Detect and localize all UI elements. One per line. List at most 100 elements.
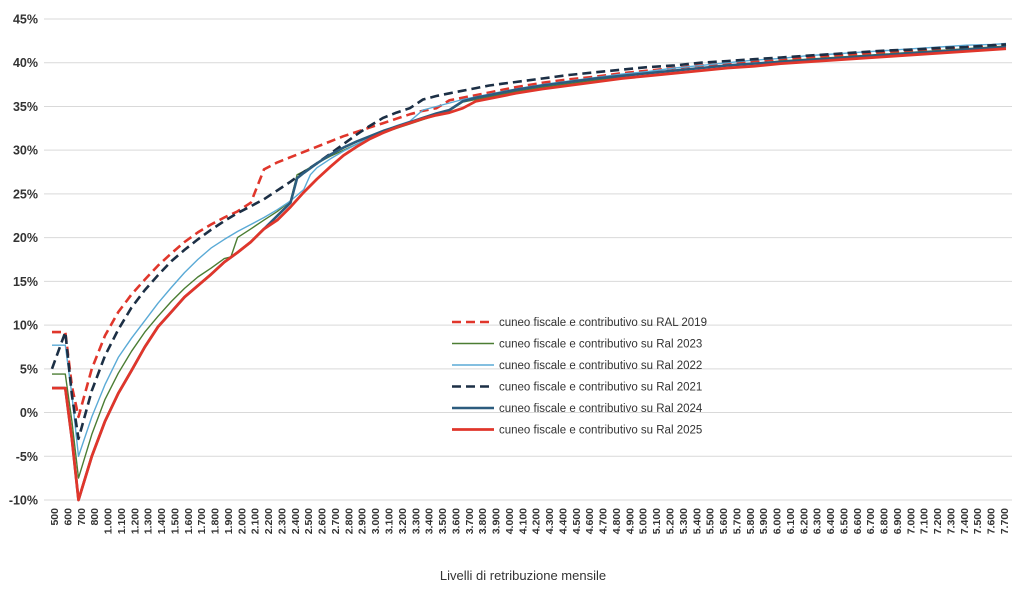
y-axis-ticks: -10% -5% 0% 5% 10% 15% 20% 25% 30% 35% 40% 45% [9, 13, 38, 508]
x-tick-label: 1.600 [183, 508, 195, 534]
x-tick-label: 3.900 [491, 508, 503, 534]
x-tick-label: 1.500 [169, 508, 181, 534]
x-tick-label: 3.200 [397, 508, 409, 534]
x-tick-label: 4.000 [504, 508, 516, 534]
y-tick-label: 5% [20, 362, 38, 376]
legend-label: cuneo fiscale e contributivo su Ral 2022 [499, 360, 702, 372]
x-tick-label: 2.100 [250, 508, 262, 534]
x-tick-label: 4.500 [571, 508, 583, 534]
x-tick-label: 700 [76, 508, 88, 526]
x-tick-label: 4.700 [598, 508, 610, 534]
x-tick-label: 4.100 [517, 508, 529, 534]
y-tick-label: 10% [13, 319, 38, 333]
x-tick-label: 4.300 [544, 508, 556, 534]
legend-label: cuneo fiscale e contributivo su Ral 2021 [499, 382, 702, 394]
y-tick-label: 30% [13, 144, 38, 158]
series-line-3 [52, 42, 1007, 457]
y-tick-label: 40% [13, 56, 38, 70]
x-tick-label: 2.400 [290, 508, 302, 534]
x-tick-label: 800 [89, 508, 101, 526]
gridlines [44, 18, 1012, 501]
x-tick-label: 4.900 [624, 508, 636, 534]
legend-label: cuneo fiscale e contributivo su RAL 2019 [499, 317, 707, 329]
y-tick-label: 15% [13, 275, 38, 289]
x-tick-label: 4.200 [531, 508, 543, 534]
x-tick-label: 6.100 [785, 508, 797, 534]
x-tick-label: 2.200 [263, 508, 275, 534]
x-tick-label: 7.500 [972, 508, 984, 534]
x-tick-label: 4.400 [557, 508, 569, 534]
x-tick-label: 3.100 [384, 508, 396, 534]
x-tick-label: 5.700 [731, 508, 743, 534]
x-tick-label: 5.500 [705, 508, 717, 534]
x-tick-label: 3.400 [424, 508, 436, 534]
x-tick-label: 6.500 [838, 508, 850, 534]
x-tick-label: 3.500 [437, 508, 449, 534]
x-tick-label: 500 [49, 508, 61, 526]
x-tick-label: 1.700 [196, 508, 208, 534]
x-tick-label: 2.600 [317, 508, 329, 534]
x-tick-label: 7.300 [945, 508, 957, 534]
x-axis-label: Livelli di retribuzione mensile [440, 568, 606, 583]
y-tick-label: 35% [13, 100, 38, 114]
x-tick-label: 6.900 [892, 508, 904, 534]
x-tick-label: 3.000 [370, 508, 382, 534]
x-tick-label: 7.600 [986, 508, 998, 534]
x-tick-label: 2.700 [330, 508, 342, 534]
x-tick-label: 2.500 [303, 508, 315, 534]
x-tick-label: 1.400 [156, 508, 168, 534]
y-tick-label: 20% [13, 231, 38, 245]
x-tick-label: 3.800 [477, 508, 489, 534]
x-tick-label: 6.400 [825, 508, 837, 534]
y-tick-label: -5% [16, 450, 38, 464]
x-tick-label: 4.800 [611, 508, 623, 534]
x-tick-label: 5.100 [651, 508, 663, 534]
x-tick-label: 2.000 [236, 508, 248, 534]
y-tick-label: 45% [13, 13, 38, 27]
x-tick-label: 1.300 [143, 508, 155, 534]
x-tick-label: 5.400 [691, 508, 703, 534]
series-line-4 [50, 43, 1007, 441]
legend: cuneo fiscale e contributivo su RAL 2019… [452, 317, 707, 437]
x-tick-label: 7.000 [905, 508, 917, 534]
x-tick-label: 2.800 [343, 508, 355, 534]
x-tick-label: 1.200 [129, 508, 141, 534]
x-tick-label: 6.200 [798, 508, 810, 534]
x-tick-label: 6.300 [812, 508, 824, 534]
legend-label: cuneo fiscale e contributivo su Ral 2023 [499, 339, 702, 351]
x-tick-label: 600 [62, 508, 74, 526]
x-tick-label: 3.600 [450, 508, 462, 534]
y-tick-label: -10% [9, 494, 38, 508]
y-tick-label: 0% [20, 406, 38, 420]
x-tick-label: 4.600 [584, 508, 596, 534]
x-axis-ticks: 500 600 700 800 1.000 1.100 1.200 1.300 1.400 1.5… [49, 508, 1011, 534]
x-tick-label: 2.900 [357, 508, 369, 534]
x-tick-label: 5.200 [664, 508, 676, 534]
x-tick-label: 7.400 [959, 508, 971, 534]
x-tick-label: 3.300 [410, 508, 422, 534]
x-tick-label: 6.600 [852, 508, 864, 534]
x-tick-label: 7.200 [932, 508, 944, 534]
x-tick-label: 7.700 [999, 508, 1011, 534]
x-tick-label: 6.800 [879, 508, 891, 534]
x-tick-label: 1.800 [210, 508, 222, 534]
x-tick-label: 5.000 [638, 508, 650, 534]
x-tick-label: 1.900 [223, 508, 235, 534]
x-tick-label: 1.100 [116, 508, 128, 534]
x-tick-label: 7.100 [919, 508, 931, 534]
x-tick-label: 6.000 [772, 508, 784, 534]
x-tick-label: 1.000 [103, 508, 115, 534]
legend-label: cuneo fiscale e contributivo su Ral 2025 [499, 425, 702, 437]
series-lines [50, 42, 1007, 502]
x-tick-label: 5.900 [758, 508, 770, 534]
x-tick-label: 5.300 [678, 508, 690, 534]
y-tick-label: 25% [13, 187, 38, 201]
x-tick-label: 6.700 [865, 508, 877, 534]
x-tick-label: 5.600 [718, 508, 730, 534]
x-tick-label: 3.700 [464, 508, 476, 534]
x-tick-label: 2.300 [276, 508, 288, 534]
x-tick-label: 5.800 [745, 508, 757, 534]
legend-label: cuneo fiscale e contributivo su Ral 2024 [499, 403, 703, 415]
